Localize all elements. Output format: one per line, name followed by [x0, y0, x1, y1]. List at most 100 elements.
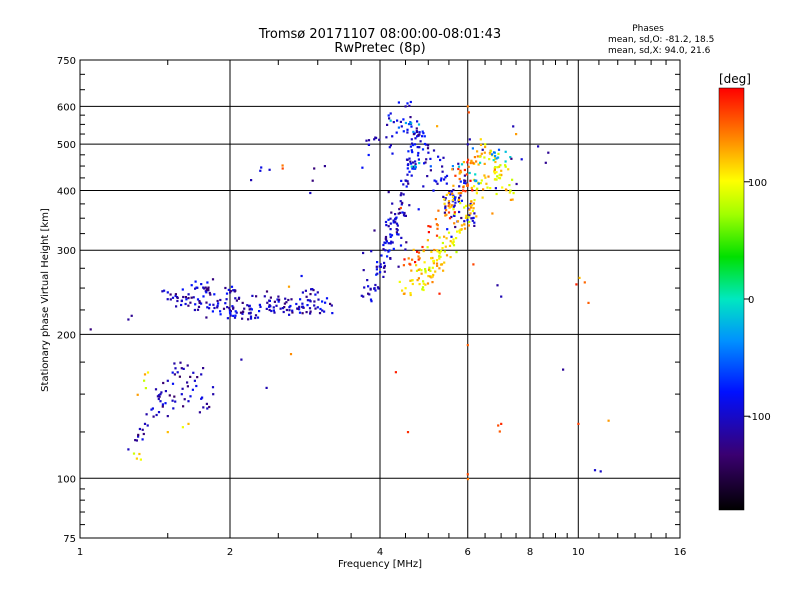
- data-point: [247, 312, 251, 315]
- data-point: [187, 293, 190, 296]
- data-point: [438, 257, 441, 260]
- data-point: [219, 313, 222, 316]
- data-point: [415, 269, 419, 272]
- data-point: [397, 212, 400, 215]
- data-point: [410, 138, 413, 141]
- x-tick-label: 10: [572, 547, 585, 558]
- data-point: [422, 288, 425, 292]
- data-point: [472, 207, 475, 210]
- data-point: [459, 202, 462, 205]
- data-point: [422, 280, 425, 283]
- data-point: [171, 399, 174, 402]
- data-point: [173, 395, 176, 398]
- data-point: [504, 150, 507, 153]
- data-point: [401, 201, 404, 204]
- data-point: [473, 156, 476, 159]
- data-point: [512, 125, 515, 128]
- data-point: [397, 101, 400, 104]
- data-point: [467, 111, 470, 114]
- data-point: [376, 261, 379, 264]
- data-point: [454, 174, 457, 177]
- data-point: [607, 419, 610, 422]
- data-point: [443, 178, 446, 181]
- data-point: [458, 196, 461, 199]
- data-point: [161, 405, 164, 408]
- data-point: [387, 114, 390, 117]
- data-point: [396, 233, 399, 236]
- data-point: [467, 224, 470, 227]
- data-point: [180, 367, 183, 370]
- data-point: [495, 178, 498, 181]
- data-point: [229, 312, 232, 315]
- data-point: [155, 413, 158, 417]
- data-point: [458, 231, 461, 234]
- data-point: [169, 293, 172, 296]
- data-point: [422, 282, 425, 285]
- data-point: [431, 266, 434, 269]
- data-point: [311, 179, 314, 182]
- data-point: [281, 307, 284, 310]
- data-point: [404, 121, 407, 125]
- data-point: [470, 186, 473, 189]
- data-point: [467, 216, 470, 219]
- data-point: [382, 248, 385, 251]
- data-point: [509, 189, 512, 192]
- data-point: [438, 236, 441, 239]
- data-point: [392, 121, 395, 124]
- data-point: [211, 386, 215, 389]
- data-point: [422, 249, 426, 252]
- data-point: [284, 297, 287, 300]
- data-point: [421, 286, 425, 289]
- data-point: [389, 242, 392, 245]
- data-point: [217, 302, 220, 305]
- data-point: [402, 183, 405, 186]
- data-point: [426, 239, 429, 242]
- data-point: [408, 204, 411, 207]
- data-point: [369, 287, 372, 290]
- data-point: [501, 186, 504, 189]
- data-point: [256, 316, 260, 319]
- data-point: [429, 269, 432, 272]
- data-point: [383, 241, 386, 244]
- data-point: [454, 196, 457, 199]
- data-point: [385, 224, 388, 227]
- data-point: [164, 390, 167, 393]
- data-point: [187, 422, 190, 425]
- data-point: [468, 208, 471, 211]
- data-point: [497, 176, 500, 179]
- data-point: [454, 225, 457, 229]
- data-point: [194, 303, 197, 306]
- data-point: [599, 470, 602, 473]
- data-point: [415, 127, 418, 130]
- data-point: [416, 250, 419, 253]
- data-point: [427, 151, 430, 154]
- y-tick-label: 100: [57, 474, 76, 485]
- data-point: [329, 302, 332, 305]
- data-point: [490, 153, 494, 156]
- data-point: [301, 312, 304, 315]
- data-point: [233, 316, 237, 319]
- data-point: [291, 309, 294, 312]
- data-point: [233, 289, 236, 292]
- data-point: [452, 208, 455, 211]
- data-point: [483, 156, 486, 159]
- data-point: [301, 305, 304, 308]
- data-point: [164, 402, 167, 405]
- data-point: [418, 162, 421, 165]
- data-point: [467, 158, 470, 161]
- data-point: [290, 298, 293, 301]
- data-point: [205, 289, 208, 292]
- data-point: [234, 314, 237, 317]
- data-point: [387, 218, 390, 221]
- data-point: [438, 252, 441, 255]
- data-point: [298, 305, 301, 308]
- data-point: [407, 163, 410, 166]
- data-point: [370, 250, 373, 253]
- data-point: [410, 125, 413, 128]
- data-point: [449, 205, 453, 208]
- data-point: [288, 306, 291, 309]
- data-point: [512, 192, 515, 195]
- data-point: [520, 158, 523, 161]
- data-point: [515, 133, 518, 136]
